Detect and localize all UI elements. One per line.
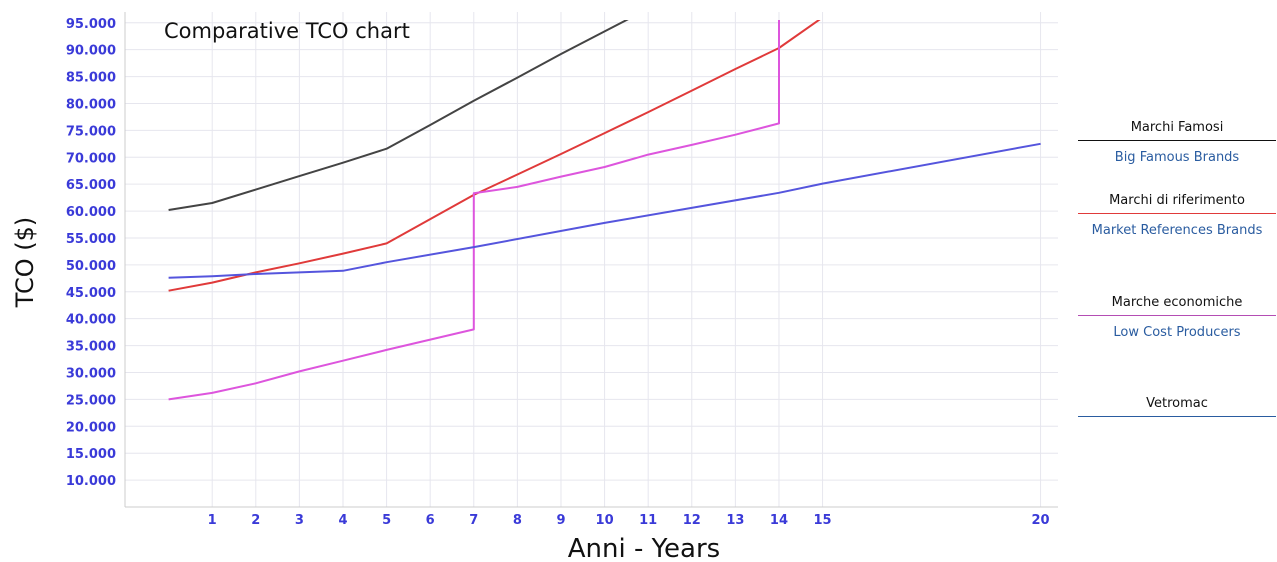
x-tick-label: 13 <box>726 513 744 528</box>
y-tick-label: 85.000 <box>66 71 116 86</box>
x-tick-labels: 1 2 3 4 5 6 7 8 9 10 11 12 13 14 15 20 <box>208 513 1050 528</box>
legend-swatch-line <box>1078 315 1276 316</box>
series-line-vetromac <box>168 142 1041 279</box>
y-tick-label: 60.000 <box>66 205 116 220</box>
y-tick-label: 15.000 <box>66 447 116 462</box>
y-tick-label: 80.000 <box>66 97 116 112</box>
x-tick-label: 15 <box>814 513 832 528</box>
chart-title: Comparative TCO chart <box>164 19 410 43</box>
legend-swatch-line <box>1078 140 1276 141</box>
legend-label: Marchi Famosi <box>1130 120 1224 135</box>
x-tick-label: 8 <box>513 513 522 528</box>
x-tick-label: 11 <box>639 513 657 528</box>
x-tick-label: 9 <box>556 513 565 528</box>
legend-sublabel: Big Famous Brands <box>1114 150 1240 165</box>
grid-lines <box>125 12 1058 507</box>
y-tick-label: 35.000 <box>66 340 116 355</box>
y-axis-label: TCO ($) <box>11 217 39 309</box>
legend-entry-marchi-di-riferimento: Marchi di riferimento Market References … <box>1078 193 1276 239</box>
legend-entry-marchi-famosi: Marchi Famosi Big Famous Brands <box>1078 120 1276 166</box>
y-tick-label: 50.000 <box>66 259 116 274</box>
series-line-marchi-famosi <box>168 20 629 211</box>
legend-label: Vetromac <box>1146 396 1208 411</box>
x-tick-label: 7 <box>469 513 478 528</box>
y-tick-label: 55.000 <box>66 232 116 247</box>
x-axis-label: Anni - Years <box>568 534 720 562</box>
series-line-marche-economiche <box>168 20 780 401</box>
legend-sublabel: Low Cost Producers <box>1113 325 1241 340</box>
x-tick-label: 10 <box>596 513 614 528</box>
tco-line-chart: 10.000 15.000 20.000 25.000 30.000 35.000 40.0… <box>11 12 1058 562</box>
y-tick-label: 10.000 <box>66 474 116 489</box>
legend-label: Marchi di riferimento <box>1109 193 1245 208</box>
y-tick-labels: 10.000 15.000 20.000 25.000 30.000 35.000 40.0… <box>66 17 116 489</box>
x-tick-label: 14 <box>770 513 788 528</box>
legend-label: Marche economiche <box>1111 295 1243 310</box>
y-tick-label: 70.000 <box>66 151 116 166</box>
y-tick-label: 65.000 <box>66 178 116 193</box>
x-tick-label: 4 <box>338 513 347 528</box>
x-tick-label: 1 <box>208 513 217 528</box>
x-tick-label: 2 <box>251 513 260 528</box>
axes <box>124 12 1058 508</box>
legend-swatch-line <box>1078 416 1276 417</box>
series-line-marchi-di-riferimento <box>168 20 821 292</box>
legend-entry-marche-economiche: Marche economiche Low Cost Producers <box>1078 295 1276 341</box>
x-tick-label: 3 <box>295 513 304 528</box>
y-tick-label: 25.000 <box>66 393 116 408</box>
legend-entry-vetromac: Vetromac <box>1078 396 1276 417</box>
y-tick-label: 40.000 <box>66 313 116 328</box>
y-tick-label: 90.000 <box>66 44 116 59</box>
x-tick-label: 5 <box>382 513 391 528</box>
x-tick-label: 20 <box>1032 513 1050 528</box>
x-tick-label: 6 <box>426 513 435 528</box>
y-tick-label: 30.000 <box>66 366 116 381</box>
legend-sublabel: Market References Brands <box>1091 223 1263 238</box>
series-lines <box>168 20 1041 401</box>
x-tick-label: 12 <box>683 513 701 528</box>
y-tick-label: 45.000 <box>66 286 116 301</box>
y-tick-label: 20.000 <box>66 420 116 435</box>
y-tick-label: 75.000 <box>66 124 116 139</box>
legend-swatch-line <box>1078 213 1276 214</box>
y-tick-label: 95.000 <box>66 17 116 32</box>
